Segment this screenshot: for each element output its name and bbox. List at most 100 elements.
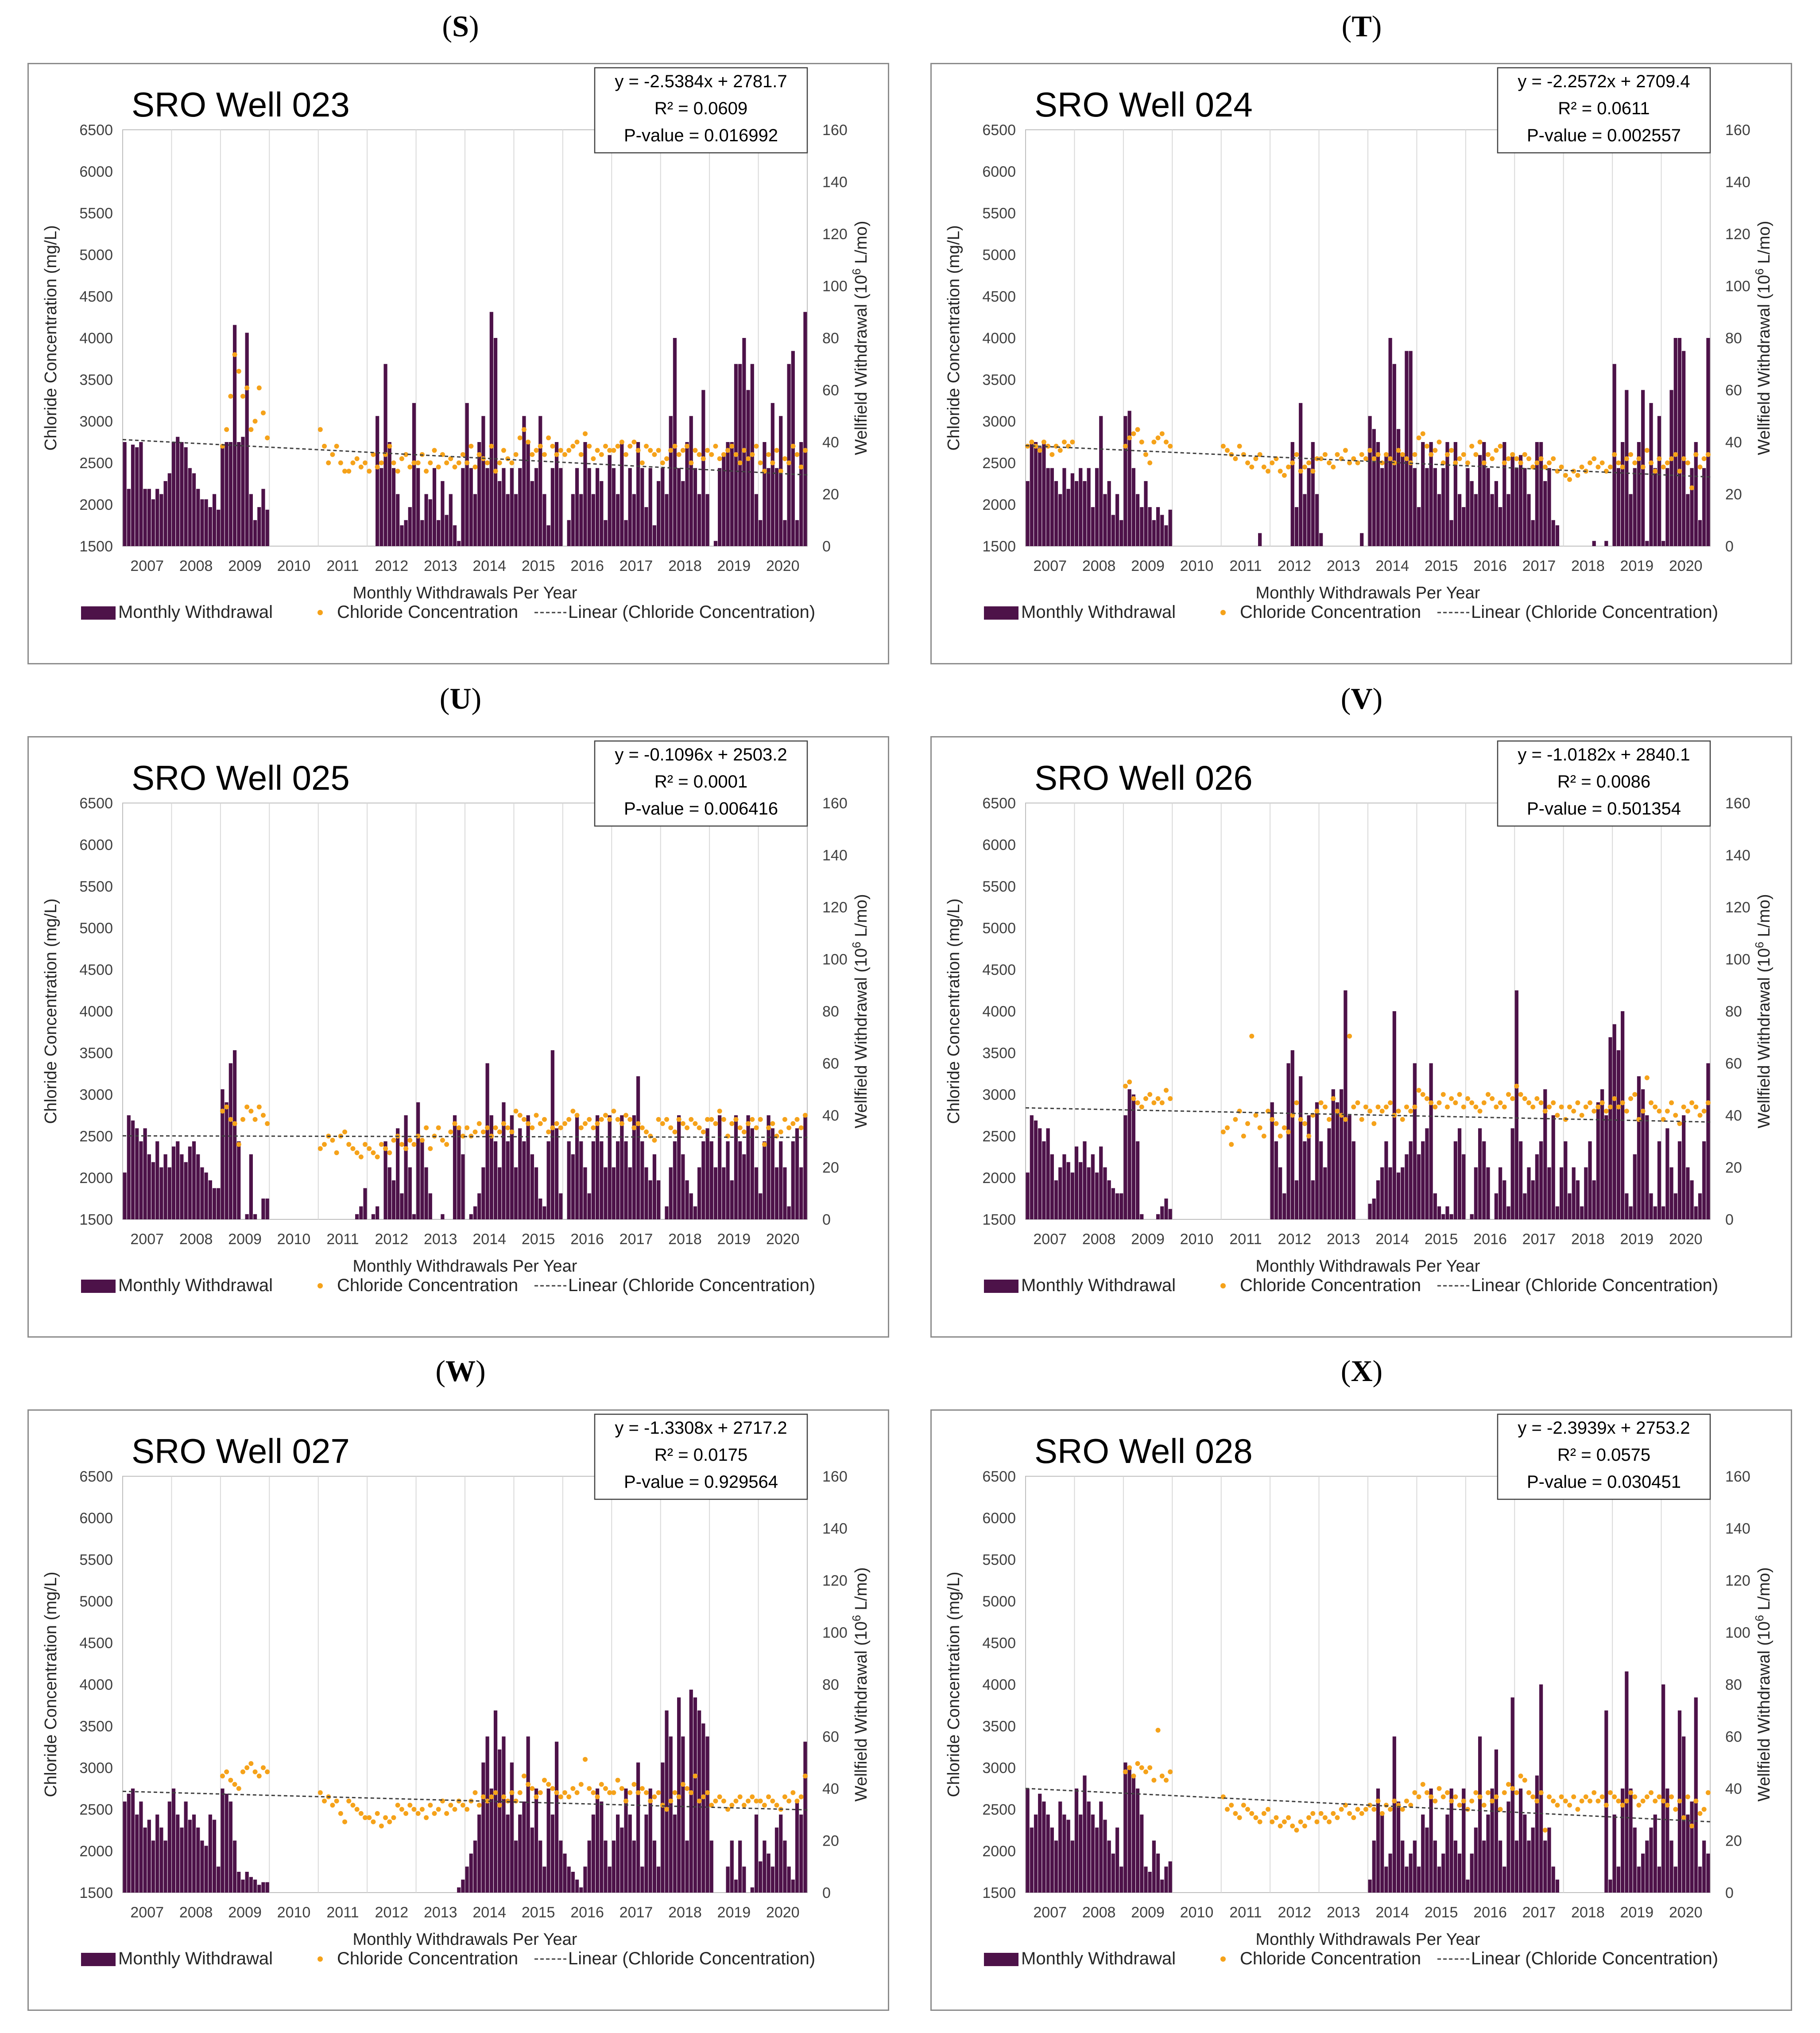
withdrawal-bar: [131, 1789, 135, 1893]
right-tick-label: 60: [1725, 1055, 1742, 1072]
withdrawal-bar: [1107, 481, 1111, 546]
chart-svg: 1500200025003000350040004500500055006000…: [42, 740, 871, 1295]
withdrawal-bar: [1453, 1141, 1457, 1219]
withdrawal-bar: [693, 468, 697, 546]
withdrawal-bar: [1360, 533, 1364, 546]
left-tick-label: 6500: [982, 122, 1016, 139]
withdrawal-bar: [734, 1115, 738, 1219]
withdrawal-bar: [1258, 533, 1262, 546]
withdrawal-bar: [746, 390, 750, 546]
chloride-point: [407, 1137, 413, 1143]
withdrawal-bar: [640, 468, 644, 546]
chloride-point: [693, 1121, 698, 1126]
withdrawal-bar: [416, 468, 420, 546]
legend-withdrawal-label: Monthly Withdrawal: [118, 602, 273, 622]
year-tick-label: 2009: [1131, 558, 1165, 574]
chloride-point: [750, 452, 755, 457]
chloride-point: [693, 1773, 698, 1779]
withdrawal-bar: [522, 416, 526, 546]
year-tick-label: 2012: [1278, 558, 1312, 574]
withdrawal-bar: [1046, 1128, 1050, 1219]
withdrawal-bar: [1682, 351, 1686, 546]
chloride-point: [354, 1807, 360, 1812]
withdrawal-bar: [534, 1167, 538, 1219]
chloride-point: [342, 1129, 348, 1135]
withdrawal-bar: [1070, 473, 1074, 546]
chloride-point: [1131, 1773, 1136, 1779]
chloride-point: [342, 469, 348, 474]
chloride-point: [428, 1803, 433, 1808]
withdrawal-bar: [1401, 455, 1405, 546]
withdrawal-bar: [628, 1167, 632, 1219]
withdrawal-bar: [1564, 1141, 1568, 1219]
withdrawal-bar: [1616, 1050, 1621, 1219]
chloride-point: [733, 1798, 739, 1804]
withdrawal-bar: [546, 1141, 550, 1219]
withdrawal-bar: [648, 1180, 652, 1219]
year-tick-label: 2020: [766, 1231, 800, 1248]
chloride-point: [244, 385, 250, 391]
withdrawal-bar: [1478, 1736, 1482, 1893]
withdrawal-bar: [1319, 1141, 1323, 1219]
chloride-point: [1681, 1815, 1686, 1820]
chloride-point: [485, 1125, 490, 1130]
chloride-point: [758, 460, 763, 466]
left-tick-label: 4500: [982, 288, 1016, 305]
chloride-point: [1147, 1092, 1153, 1097]
chloride-point: [676, 1117, 682, 1122]
chloride-point: [493, 1790, 498, 1795]
withdrawal-bar: [1535, 442, 1539, 546]
withdrawal-bar: [571, 1872, 575, 1893]
withdrawal-bar: [212, 494, 217, 546]
withdrawal-bar: [657, 481, 661, 546]
year-tick-label: 2016: [570, 558, 604, 574]
chloride-point: [1433, 1798, 1438, 1804]
left-axis-title: Chloride Concentration (mg/L): [42, 898, 60, 1124]
withdrawal-bar: [1115, 494, 1119, 546]
withdrawal-bar: [763, 442, 767, 546]
year-tick-label: 2015: [1425, 1904, 1458, 1921]
chloride-point: [1220, 1129, 1226, 1135]
chloride-point: [1306, 460, 1312, 466]
chloride-point: [452, 1807, 457, 1812]
chloride-point: [721, 1117, 726, 1122]
withdrawal-bar: [1645, 1115, 1649, 1219]
withdrawal-bar: [754, 494, 759, 546]
panel-label-v: (V): [1340, 682, 1383, 715]
withdrawal-bar: [1131, 1094, 1135, 1219]
chloride-point: [1603, 1109, 1609, 1114]
chloride-point: [1444, 1790, 1450, 1795]
chloride-point: [1347, 460, 1352, 466]
withdrawal-bar: [1661, 1684, 1665, 1893]
chloride-point: [676, 1794, 682, 1800]
chloride-point: [595, 1794, 600, 1800]
year-tick-label: 2014: [1375, 1904, 1409, 1921]
withdrawal-bar: [1661, 541, 1665, 546]
left-tick-label: 2000: [79, 1843, 113, 1860]
withdrawal-bar: [1555, 1206, 1560, 1219]
panel-label-s: (S): [442, 9, 479, 43]
withdrawal-bar: [416, 1102, 420, 1219]
withdrawal-bar: [1368, 416, 1372, 546]
withdrawal-bar: [669, 416, 673, 546]
chart-panel-x: 1500 2000 2500 3000 3500 4000 4500 5000 5500 6000…: [930, 1409, 1792, 2011]
withdrawal-bar: [245, 1872, 249, 1893]
chloride-point: [1143, 1769, 1148, 1774]
withdrawal-bar: [1682, 1736, 1686, 1893]
chloride-point: [1408, 1109, 1413, 1114]
year-tick-label: 2019: [1620, 558, 1654, 574]
right-tick-label: 20: [1725, 1833, 1742, 1850]
chloride-point: [652, 452, 657, 457]
chloride-point: [1123, 1083, 1128, 1089]
withdrawal-bar: [477, 1814, 481, 1893]
withdrawal-bar: [759, 1193, 763, 1219]
withdrawal-bar: [1038, 1128, 1042, 1219]
chloride-point: [1327, 460, 1332, 466]
withdrawal-bar: [1445, 1206, 1449, 1219]
chloride-point: [1542, 1827, 1548, 1833]
chloride-point: [265, 435, 270, 441]
legend-chloride-swatch: [1220, 610, 1226, 615]
chloride-point: [334, 443, 339, 449]
year-tick-label: 2016: [570, 1231, 604, 1248]
withdrawal-bar: [620, 1827, 624, 1893]
